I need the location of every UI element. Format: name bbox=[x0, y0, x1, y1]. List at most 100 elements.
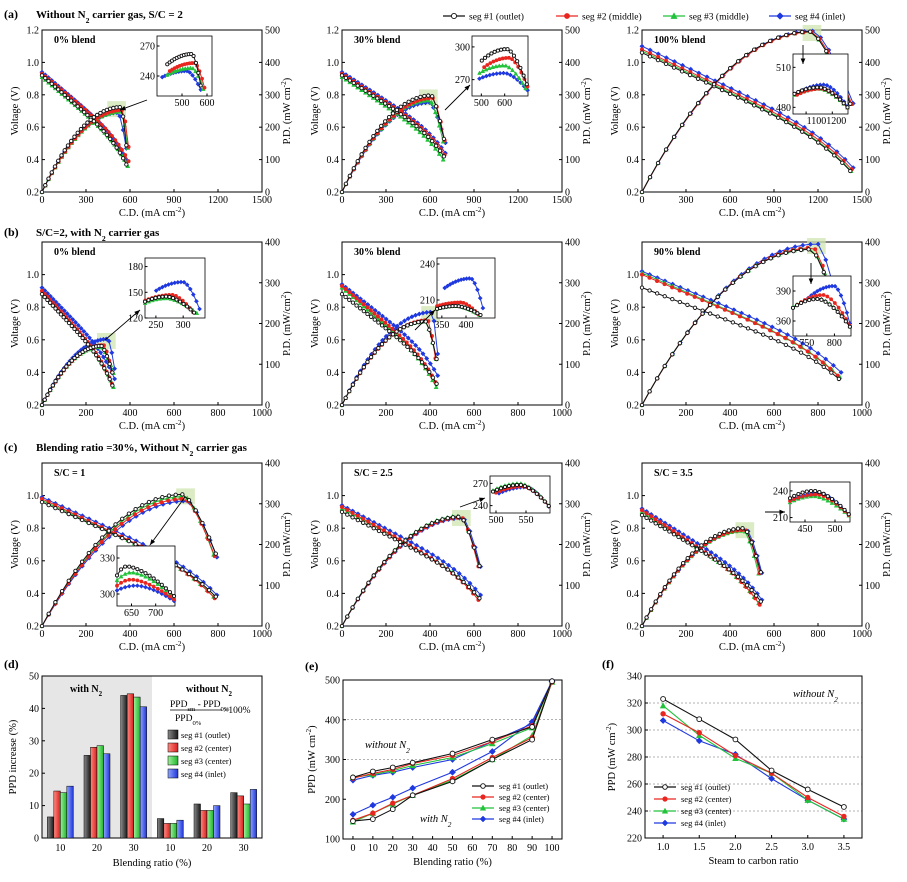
inset-point bbox=[834, 94, 839, 99]
legend-entry: seg #4 (inlet) bbox=[181, 769, 226, 779]
series-point bbox=[768, 767, 775, 774]
power-line-seg3 bbox=[341, 515, 480, 627]
voltage-point bbox=[644, 511, 649, 516]
x-tick-label: 600 bbox=[167, 408, 182, 419]
voltage-point bbox=[408, 545, 413, 550]
voltage-point bbox=[639, 285, 645, 290]
power-point bbox=[405, 323, 410, 328]
label-part: without N bbox=[793, 689, 835, 700]
series-point bbox=[389, 793, 397, 801]
label-part: 2 bbox=[279, 294, 288, 298]
power-point bbox=[386, 115, 392, 120]
x-tick-label: 1200 bbox=[508, 195, 528, 206]
inset-point bbox=[190, 72, 195, 78]
power-point bbox=[140, 503, 145, 508]
voltage-point bbox=[426, 134, 431, 140]
voltage-point bbox=[433, 384, 439, 390]
voltage-point bbox=[120, 156, 126, 161]
x-tick-label: 1500 bbox=[252, 195, 272, 206]
voltage-point bbox=[776, 115, 781, 120]
inset-point bbox=[119, 567, 124, 572]
power-point bbox=[653, 599, 658, 604]
y-tick-label: 260 bbox=[627, 780, 642, 791]
inset-point bbox=[135, 567, 140, 572]
voltage-point bbox=[456, 575, 461, 580]
label-part: PPD bbox=[175, 714, 193, 724]
power-point bbox=[815, 241, 821, 247]
voltage-point bbox=[760, 107, 765, 112]
x-tick-label: 600 bbox=[167, 629, 182, 640]
power-point bbox=[59, 153, 64, 158]
power-point bbox=[64, 364, 69, 369]
voltage-point bbox=[410, 120, 415, 126]
label-part: P.D. (mW/cm bbox=[282, 298, 293, 355]
bar-seg3 bbox=[170, 823, 178, 839]
y-tick-label: 0.8 bbox=[627, 524, 640, 535]
voltage-point bbox=[62, 92, 67, 98]
inset-point bbox=[142, 299, 148, 304]
inset-point bbox=[503, 56, 508, 60]
series-line bbox=[352, 681, 553, 779]
voltage-point bbox=[408, 348, 414, 353]
y2-tick-label: 0 bbox=[265, 188, 270, 199]
bar-seg4 bbox=[66, 785, 74, 839]
voltage-point bbox=[355, 517, 361, 523]
y-tick-label: 0.8 bbox=[27, 303, 40, 314]
voltage-point bbox=[81, 328, 87, 334]
voltage-point bbox=[670, 285, 675, 290]
label-part: ) bbox=[582, 77, 593, 81]
y2-tick-label: 300 bbox=[265, 278, 280, 289]
power-point bbox=[39, 189, 45, 195]
y-axis-label: Voltage (V) bbox=[310, 519, 321, 569]
series-point bbox=[696, 716, 703, 723]
row-header-a: (a) Without N2 carrier gas, S/C = 2 bbox=[4, 7, 183, 25]
legend-swatch bbox=[167, 729, 179, 740]
legend-marker bbox=[662, 796, 668, 802]
inset-point bbox=[799, 88, 805, 93]
power-point bbox=[146, 499, 152, 505]
power-point bbox=[410, 97, 415, 102]
y-tick-label: 0.2 bbox=[627, 622, 640, 633]
voltage-point bbox=[685, 302, 690, 308]
y-tick-label: 220 bbox=[627, 834, 642, 845]
power-point bbox=[784, 32, 789, 38]
inset-point bbox=[829, 496, 835, 502]
power-point bbox=[450, 515, 456, 520]
series-point bbox=[350, 774, 356, 781]
x-tick-label: 0 bbox=[40, 408, 45, 419]
power-point bbox=[126, 511, 132, 516]
inset-point bbox=[807, 86, 812, 91]
y-tick-label: 300 bbox=[627, 726, 642, 737]
power-point bbox=[382, 119, 388, 124]
inset-point bbox=[839, 314, 844, 319]
inset-point bbox=[792, 91, 797, 96]
panel-title: 0% blend bbox=[54, 35, 96, 46]
x-tick-label: 400 bbox=[723, 408, 738, 419]
power-point bbox=[466, 529, 472, 535]
y2-tick-label: 400 bbox=[565, 459, 580, 470]
voltage-point bbox=[368, 314, 374, 319]
power-point bbox=[53, 600, 58, 605]
power-point bbox=[39, 402, 45, 408]
inset-point bbox=[800, 494, 805, 499]
voltage-point bbox=[372, 317, 377, 322]
label-part: C.D. (mA cm bbox=[719, 642, 776, 653]
inset-point bbox=[843, 319, 848, 324]
x-tick-label: 50 bbox=[448, 843, 458, 854]
inset-point bbox=[149, 296, 155, 301]
legend-entry: seg #4 (inlet) bbox=[681, 818, 726, 828]
power-point bbox=[347, 173, 352, 178]
inset-point bbox=[815, 85, 820, 90]
voltage-point bbox=[730, 311, 735, 316]
legend-entry: seg #3 (center) bbox=[499, 803, 550, 813]
y2-tick-label: 400 bbox=[865, 459, 880, 470]
x-axis-label: C.D. (mA cm-2) bbox=[419, 418, 486, 433]
y2-tick-label: 300 bbox=[565, 499, 580, 510]
power-point bbox=[61, 367, 66, 372]
x-tick-label: 400 bbox=[423, 408, 438, 419]
inset-point bbox=[796, 495, 801, 500]
y2-tick-label: 100 bbox=[865, 155, 880, 166]
inset-x-tick-label: 350 bbox=[434, 320, 449, 331]
inset-arrow bbox=[104, 309, 141, 341]
voltage-point bbox=[355, 513, 360, 518]
